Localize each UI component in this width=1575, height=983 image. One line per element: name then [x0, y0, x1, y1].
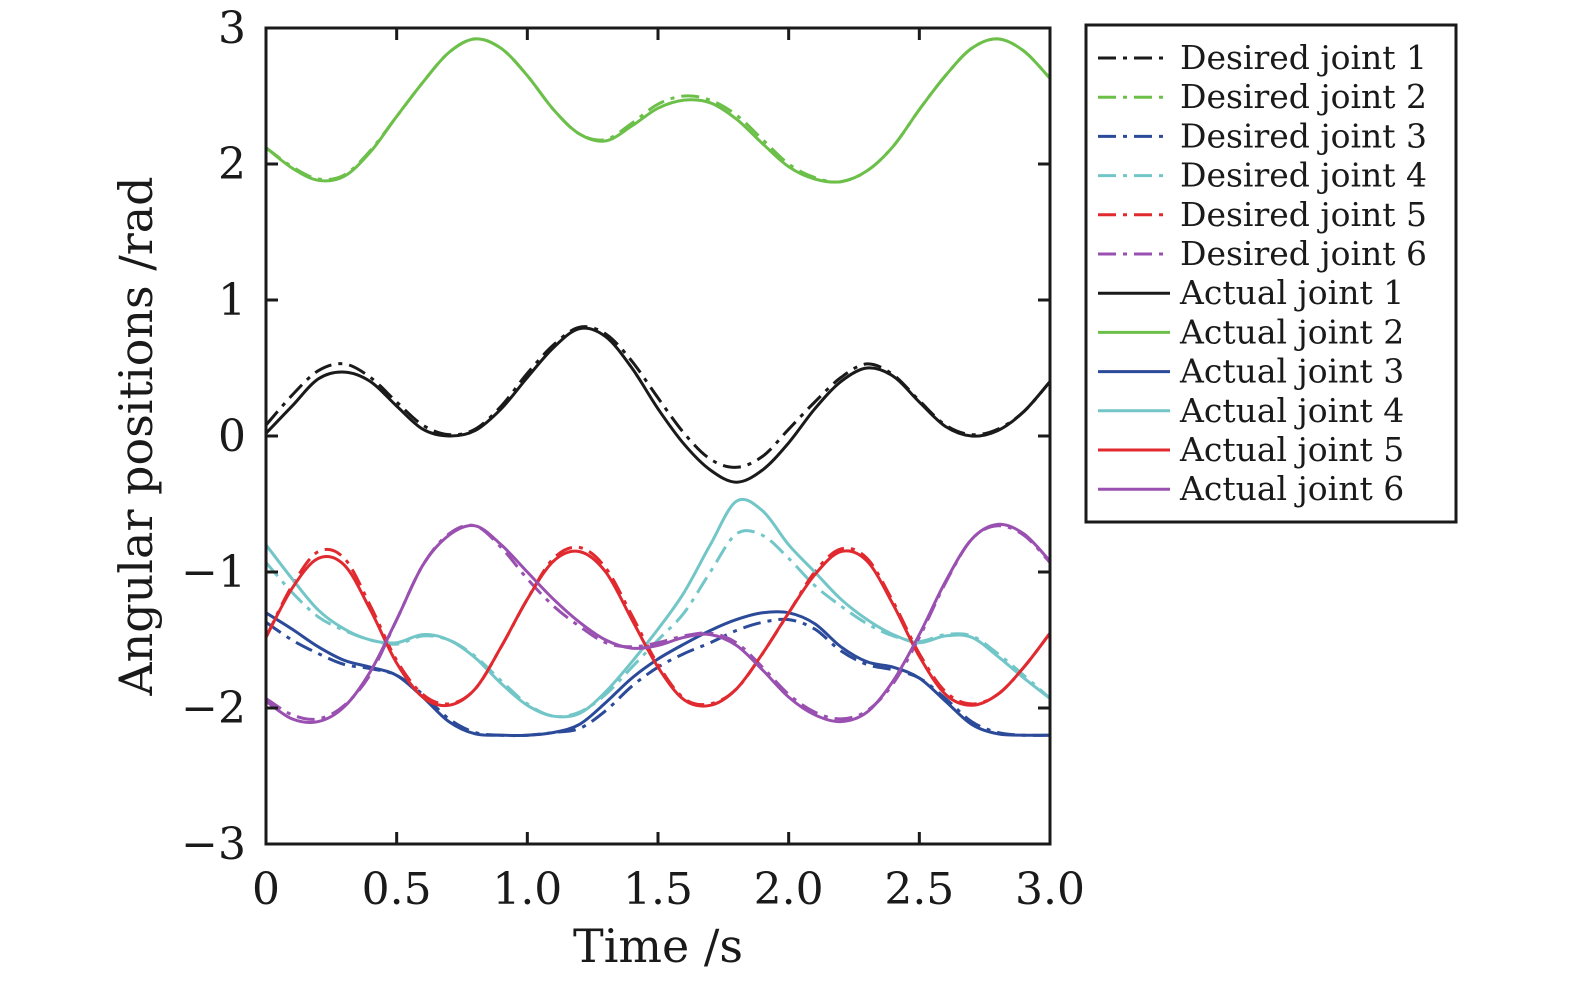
x-tick-label: 3.0 — [1015, 864, 1085, 915]
legend-label: Actual joint 1 — [1179, 273, 1404, 312]
tick-layer: 0 0.5 1.0 1.5 2.0 2.5 3.0 −3 −2 −1 0 1 2 3 — [181, 3, 1085, 915]
x-tick-label: 2.0 — [754, 864, 824, 915]
legend-box — [1084, 23, 1458, 524]
series-line-actual-joint-1 — [264, 326, 1052, 484]
series-line-actual-joint-4 — [264, 497, 1051, 719]
legend-label: Actual joint 4 — [1179, 391, 1404, 430]
y-tick-label: 2 — [218, 139, 246, 190]
y-axis-label: Angular positions /rad — [109, 176, 163, 696]
x-tick-label: 2.5 — [884, 864, 954, 915]
series-line-actual-joint-6 — [265, 522, 1052, 725]
y-tick-label: 1 — [218, 275, 246, 326]
legend-label: Desired joint 2 — [1180, 77, 1427, 116]
y-tick-label: −3 — [181, 819, 246, 870]
legend-label: Actual joint 6 — [1179, 469, 1404, 508]
legend-label: Desired joint 4 — [1180, 156, 1427, 195]
series-line-actual-joint-3 — [265, 610, 1051, 737]
legend-label: Desired joint 6 — [1180, 234, 1427, 273]
legend-label: Desired joint 5 — [1180, 195, 1427, 234]
y-tick-label: −1 — [181, 547, 246, 598]
x-tick-label: 1.0 — [492, 864, 562, 915]
series-layer — [264, 37, 1052, 738]
series-line-desired-joint-2 — [265, 37, 1052, 184]
legend-label: Desired joint 1 — [1180, 38, 1427, 77]
plot-frame — [264, 26, 1052, 846]
series-line-actual-joint-2 — [265, 37, 1052, 184]
series-line-actual-joint-5 — [264, 549, 1052, 708]
series-line-desired-joint-5 — [264, 545, 1052, 707]
legend-label: Desired joint 3 — [1180, 116, 1427, 155]
x-tick-label: 1.5 — [623, 864, 693, 915]
y-tick-label: 0 — [218, 411, 246, 462]
legend-label: Actual joint 2 — [1179, 312, 1404, 351]
x-tick-label: 0.5 — [362, 864, 432, 915]
y-tick-label: −2 — [181, 683, 246, 734]
series-line-desired-joint-1 — [264, 325, 1052, 469]
x-axis-label: Time /s — [573, 919, 743, 973]
y-tick-label: 3 — [218, 3, 246, 54]
legend-label: Actual joint 3 — [1179, 352, 1404, 391]
x-tick-label: 0 — [252, 864, 280, 915]
legend-label: Actual joint 5 — [1179, 430, 1404, 469]
